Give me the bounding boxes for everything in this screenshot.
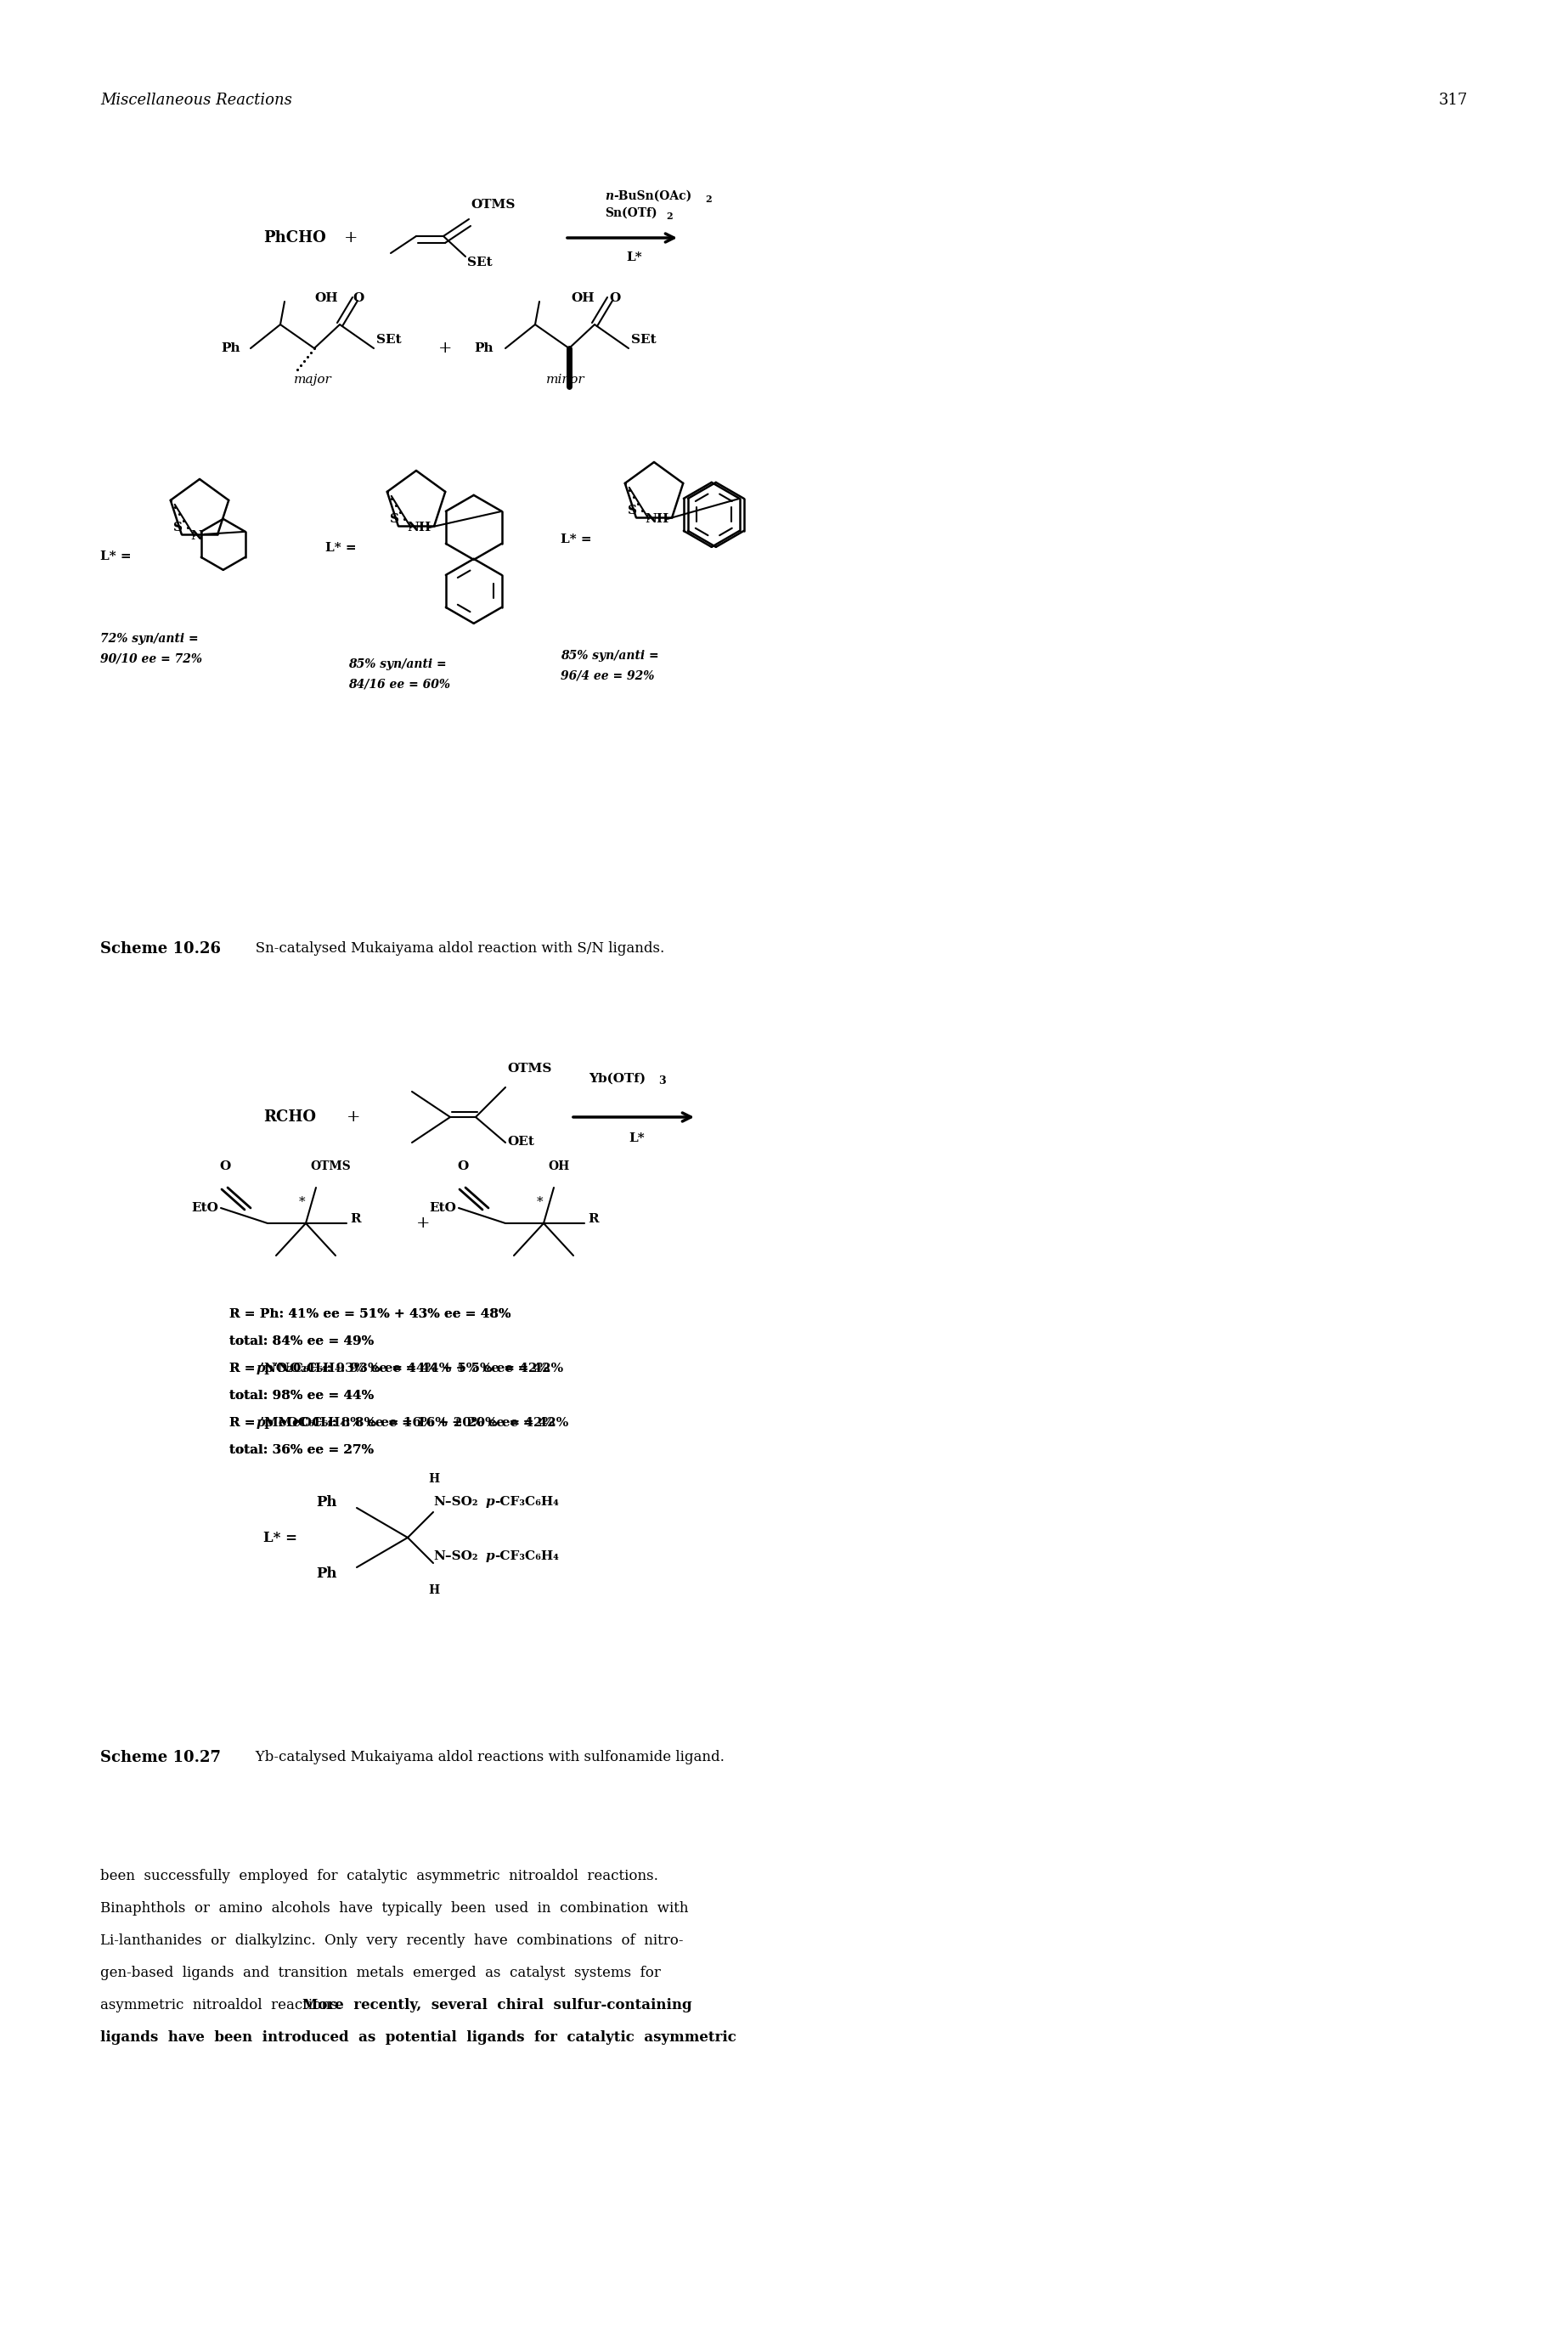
Text: total: 84% ee = 49%: total: 84% ee = 49% — [229, 1336, 373, 1348]
Text: 90/10 ee = 72%: 90/10 ee = 72% — [100, 653, 202, 664]
Text: PhCHO: PhCHO — [263, 230, 326, 247]
Text: asymmetric  nitroaldol  reactions.: asymmetric nitroaldol reactions. — [100, 1998, 351, 2012]
Text: S: S — [390, 514, 400, 526]
Text: 85% syn/anti =: 85% syn/anti = — [348, 657, 447, 669]
Text: R: R — [350, 1214, 361, 1226]
Text: OTMS: OTMS — [506, 1064, 552, 1075]
Text: R =: R = — [229, 1362, 260, 1374]
Text: -CF₃C₆H₄: -CF₃C₆H₄ — [494, 1496, 558, 1507]
Text: Ph: Ph — [317, 1496, 337, 1510]
Text: +: + — [416, 1216, 430, 1230]
Text: S: S — [627, 505, 637, 517]
Text: R: R — [588, 1214, 599, 1226]
Text: Sn-catalysed Mukaiyama aldol reaction with S/N ligands.: Sn-catalysed Mukaiyama aldol reaction wi… — [241, 942, 665, 956]
Text: OH: OH — [571, 291, 594, 305]
Text: +: + — [439, 340, 452, 357]
Text: 96/4 ee = 92%: 96/4 ee = 92% — [561, 669, 654, 681]
Text: R =: R = — [229, 1416, 260, 1430]
Text: ligands  have  been  introduced  as  potential  ligands  for  catalytic  asymmet: ligands have been introduced as potentia… — [100, 2031, 737, 2045]
Text: R = ’p‘MeOC₆H₄: 8% ee = 16% + 20% ee = 42%: R = ’p‘MeOC₆H₄: 8% ee = 16% + 20% ee = 4… — [229, 1416, 569, 1430]
Text: OH: OH — [547, 1160, 569, 1172]
Text: L* =: L* = — [325, 542, 356, 554]
Text: *: * — [299, 1195, 306, 1207]
Text: Yb(OTf): Yb(OTf) — [588, 1073, 646, 1085]
Text: Ph: Ph — [474, 343, 494, 355]
Text: Scheme 10.26: Scheme 10.26 — [100, 942, 221, 956]
Text: 85% syn/anti =: 85% syn/anti = — [561, 650, 659, 662]
Text: H: H — [428, 1585, 439, 1597]
Text: L* =: L* = — [561, 533, 591, 545]
Text: O: O — [456, 1160, 469, 1172]
Text: N–SO₂: N–SO₂ — [433, 1496, 478, 1507]
Text: NH: NH — [646, 512, 670, 526]
Text: O: O — [608, 291, 621, 305]
Text: EtO: EtO — [430, 1202, 456, 1214]
Text: 84/16 ee = 60%: 84/16 ee = 60% — [348, 679, 450, 690]
Text: Yb-catalysed Mukaiyama aldol reactions with sulfonamide ligand.: Yb-catalysed Mukaiyama aldol reactions w… — [241, 1749, 724, 1763]
Text: minor: minor — [546, 373, 585, 385]
Text: SEt: SEt — [376, 333, 401, 345]
Text: 72% syn/anti =: 72% syn/anti = — [100, 634, 199, 646]
Text: MeOC₆H₄: 8% ee = 16% + 20% ee = 42%: MeOC₆H₄: 8% ee = 16% + 20% ee = 42% — [263, 1416, 555, 1430]
Text: H: H — [428, 1472, 439, 1484]
Text: p: p — [257, 1362, 265, 1374]
Text: L* =: L* = — [263, 1531, 298, 1545]
Text: Ph: Ph — [317, 1566, 337, 1580]
Text: -CF₃C₆H₄: -CF₃C₆H₄ — [494, 1550, 558, 1561]
Text: p: p — [486, 1496, 495, 1507]
Text: 3: 3 — [659, 1075, 665, 1087]
Text: p: p — [257, 1416, 265, 1430]
Text: total: 84% ee = 49%: total: 84% ee = 49% — [229, 1336, 373, 1348]
Text: OH: OH — [314, 291, 337, 305]
Text: total: 36% ee = 27%: total: 36% ee = 27% — [229, 1444, 373, 1456]
Text: O: O — [353, 291, 364, 305]
Text: N–SO₂: N–SO₂ — [433, 1550, 478, 1561]
Text: n: n — [605, 190, 613, 202]
Text: NO₂C₆H₄: 93% ee = 44% + 5% ee = 42%: NO₂C₆H₄: 93% ee = 44% + 5% ee = 42% — [263, 1362, 549, 1374]
Text: 2: 2 — [666, 211, 673, 221]
Text: N: N — [191, 531, 202, 542]
Text: EtO: EtO — [191, 1202, 218, 1214]
Text: total: 98% ee = 44%: total: 98% ee = 44% — [229, 1390, 373, 1402]
Text: OTMS: OTMS — [470, 200, 514, 211]
Text: R = ’p‘NO₂C₆H₄: 93% ee = 44% + 5% ee = 42%: R = ’p‘NO₂C₆H₄: 93% ee = 44% + 5% ee = 4… — [229, 1362, 563, 1374]
Text: 317: 317 — [1438, 92, 1468, 108]
Text: L*: L* — [626, 251, 641, 263]
Text: been  successfully  employed  for  catalytic  asymmetric  nitroaldol  reactions.: been successfully employed for catalytic… — [100, 1869, 659, 1883]
Text: R = Ph: 41% ee = 51% + 43% ee = 48%: R = Ph: 41% ee = 51% + 43% ee = 48% — [229, 1308, 511, 1320]
Text: RCHO: RCHO — [263, 1111, 317, 1125]
Text: S: S — [172, 521, 182, 533]
Text: Binaphthols  or  amino  alcohols  have  typically  been  used  in  combination  : Binaphthols or amino alcohols have typic… — [100, 1902, 688, 1916]
Text: +: + — [343, 230, 358, 247]
Text: total: 98% ee = 44%: total: 98% ee = 44% — [229, 1390, 373, 1402]
Text: 2: 2 — [706, 195, 712, 204]
Text: OEt: OEt — [506, 1136, 535, 1148]
Text: total: 36% ee = 27%: total: 36% ee = 27% — [229, 1444, 373, 1456]
Text: R = Ph: 41% ee = 51% + 43% ee = 48%: R = Ph: 41% ee = 51% + 43% ee = 48% — [229, 1308, 511, 1320]
Text: major: major — [293, 373, 332, 385]
Text: SEt: SEt — [467, 256, 492, 268]
Text: SEt: SEt — [630, 333, 657, 345]
Text: Miscellaneous Reactions: Miscellaneous Reactions — [100, 92, 292, 108]
Text: Li-lanthanides  or  dialkylzinc.  Only  very  recently  have  combinations  of  : Li-lanthanides or dialkylzinc. Only very… — [100, 1932, 684, 1949]
Text: *: * — [536, 1195, 543, 1207]
Text: O: O — [220, 1160, 230, 1172]
Text: Scheme 10.27: Scheme 10.27 — [100, 1749, 221, 1766]
Text: Ph: Ph — [221, 343, 240, 355]
Text: More  recently,  several  chiral  sulfur-containing: More recently, several chiral sulfur-con… — [303, 1998, 691, 2012]
Text: L*: L* — [629, 1132, 644, 1143]
Text: OTMS: OTMS — [310, 1160, 351, 1172]
Text: NH: NH — [408, 521, 431, 533]
Text: gen-based  ligands  and  transition  metals  emerged  as  catalyst  systems  for: gen-based ligands and transition metals … — [100, 1965, 660, 1979]
Text: p: p — [486, 1550, 495, 1561]
Text: L* =: L* = — [100, 549, 132, 564]
Text: +: + — [347, 1111, 361, 1125]
Text: -BuSn(OAc): -BuSn(OAc) — [613, 190, 691, 202]
Text: Sn(OTf): Sn(OTf) — [605, 207, 657, 218]
